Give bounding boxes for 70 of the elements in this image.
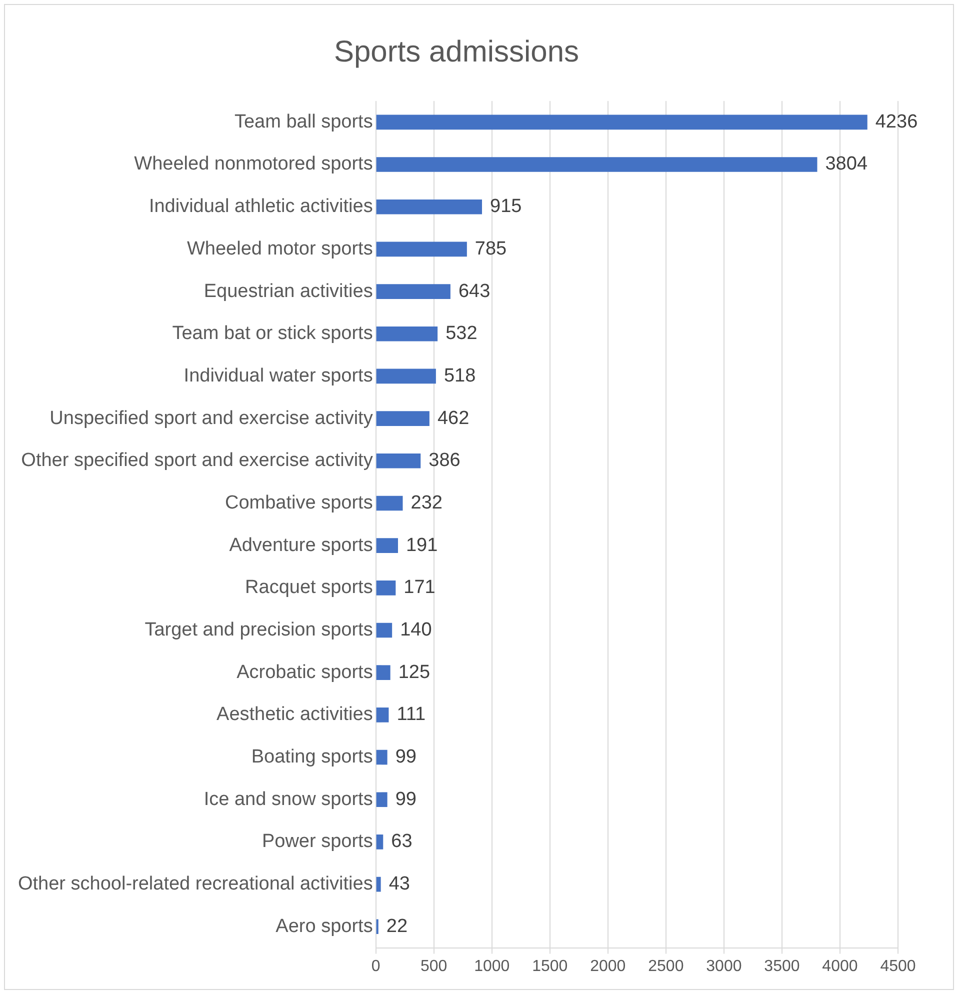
bar	[376, 157, 818, 172]
bar	[376, 496, 403, 511]
data-label: 111	[396, 704, 426, 726]
bar	[376, 242, 467, 257]
bar	[376, 453, 421, 468]
bar	[376, 665, 390, 680]
data-label: 4236	[875, 111, 918, 132]
x-tick-label: 1500	[532, 958, 568, 975]
data-label: 3804	[825, 154, 868, 175]
x-tick-label: 1000	[474, 958, 510, 975]
y-tick-label: Power sports	[262, 831, 373, 852]
x-tick-label: 2000	[590, 958, 626, 975]
bar	[376, 284, 450, 299]
bar	[376, 834, 384, 850]
x-tick-label: 0	[371, 958, 380, 975]
x-tick-label: 3000	[706, 958, 742, 975]
data-label: 99	[395, 788, 416, 810]
y-tick-label: Unspecified sport and exercise activity	[50, 408, 374, 429]
data-label: 63	[391, 831, 412, 852]
y-tick-label: Team ball sports	[234, 111, 373, 132]
y-tick-label: Boating sports	[251, 746, 373, 768]
data-label: 462	[437, 408, 470, 429]
data-label: 232	[410, 492, 442, 514]
y-tick-label: Target and precision sports	[144, 619, 373, 640]
data-label: 125	[398, 662, 430, 683]
bar	[376, 580, 396, 596]
data-label: 785	[474, 238, 507, 260]
data-label: 140	[400, 619, 432, 640]
x-tick-label: 3500	[764, 958, 800, 975]
data-label: 22	[386, 916, 408, 937]
data-label: 386	[428, 450, 460, 472]
chart-title: Sports admissions	[334, 35, 580, 68]
bar	[376, 750, 388, 765]
bar	[376, 199, 482, 214]
y-tick-label: Combative sports	[224, 492, 373, 514]
y-tick-label: Wheeled nonmotored sports	[134, 154, 373, 175]
y-tick-label: Equestrian activities	[204, 280, 373, 302]
x-tick-label: 500	[420, 958, 448, 975]
y-tick-label: Individual water sports	[184, 365, 373, 386]
x-tick-label: 4500	[880, 958, 916, 975]
bar	[376, 368, 436, 384]
bar	[376, 114, 868, 130]
y-tick-label: Other school-related recreational activities	[18, 874, 373, 895]
data-label: 191	[406, 534, 438, 556]
y-tick-label: Wheeled motor sports	[186, 238, 373, 260]
bar	[376, 538, 398, 553]
bar	[376, 708, 389, 722]
x-tick-label: 2500	[648, 958, 684, 975]
y-tick-label: Team bat or stick sports	[172, 323, 373, 344]
y-tick-label: Racquet sports	[245, 577, 373, 598]
data-label: 915	[490, 196, 522, 218]
data-label: 532	[446, 323, 478, 344]
x-tick-label: 4000	[822, 958, 858, 975]
data-label: 518	[444, 365, 476, 386]
data-label: 43	[388, 874, 410, 895]
y-tick-label: Acrobatic sports	[236, 662, 373, 683]
data-label: 643	[458, 280, 490, 302]
y-tick-label: Aero sports	[276, 916, 373, 937]
y-tick-label: Other specified sport and exercise activity	[21, 450, 374, 472]
bar	[376, 411, 430, 426]
y-tick-label: Aesthetic activities	[216, 704, 373, 726]
bar	[376, 326, 438, 342]
bar	[376, 876, 381, 892]
bar	[376, 792, 388, 808]
y-tick-label: Individual athletic activities	[148, 196, 373, 218]
y-tick-label: Adventure sports	[229, 534, 373, 556]
data-label: 171	[404, 577, 436, 598]
y-tick-label: Ice and snow sports	[204, 788, 373, 810]
bar	[376, 622, 392, 638]
data-label: 99	[395, 746, 416, 768]
